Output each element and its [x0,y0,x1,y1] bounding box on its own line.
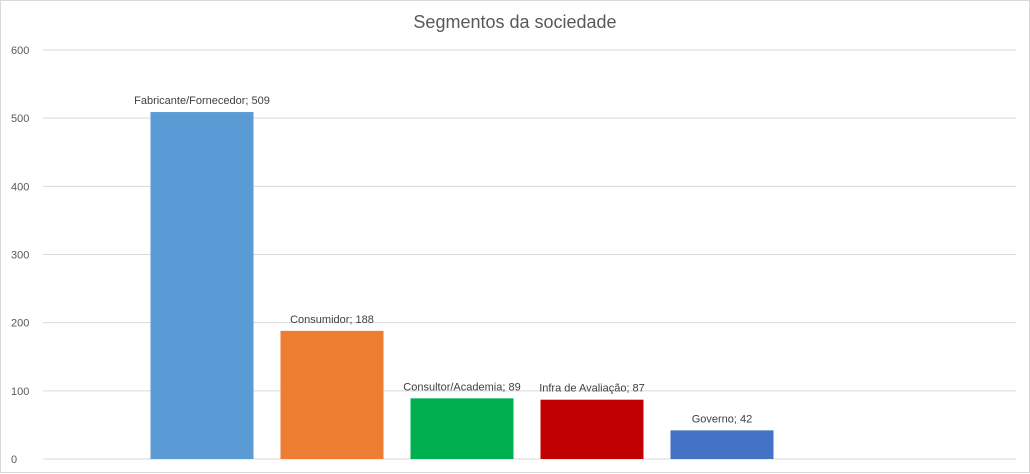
data-label: Consultor/Academia; 89 [403,381,520,393]
bar [540,399,644,459]
bar [670,430,774,459]
data-label: Governo; 42 [692,413,753,425]
bar [410,398,514,459]
y-tick-label: 100 [11,386,29,398]
chart-title: Segmentos da sociedade [413,12,617,32]
data-label: Infra de Avaliação; 87 [539,383,645,395]
y-tick-label: 400 [11,181,29,193]
y-tick-label: 500 [11,113,29,125]
bar [150,112,254,459]
y-tick-label: 300 [11,250,29,262]
y-tick-label: 0 [11,454,17,466]
y-tick-label: 600 [11,45,29,57]
bar [280,330,384,459]
data-label: Fabricante/Fornecedor; 509 [134,95,270,107]
y-tick-label: 200 [11,318,29,330]
data-label: Consumidor; 188 [290,314,374,326]
